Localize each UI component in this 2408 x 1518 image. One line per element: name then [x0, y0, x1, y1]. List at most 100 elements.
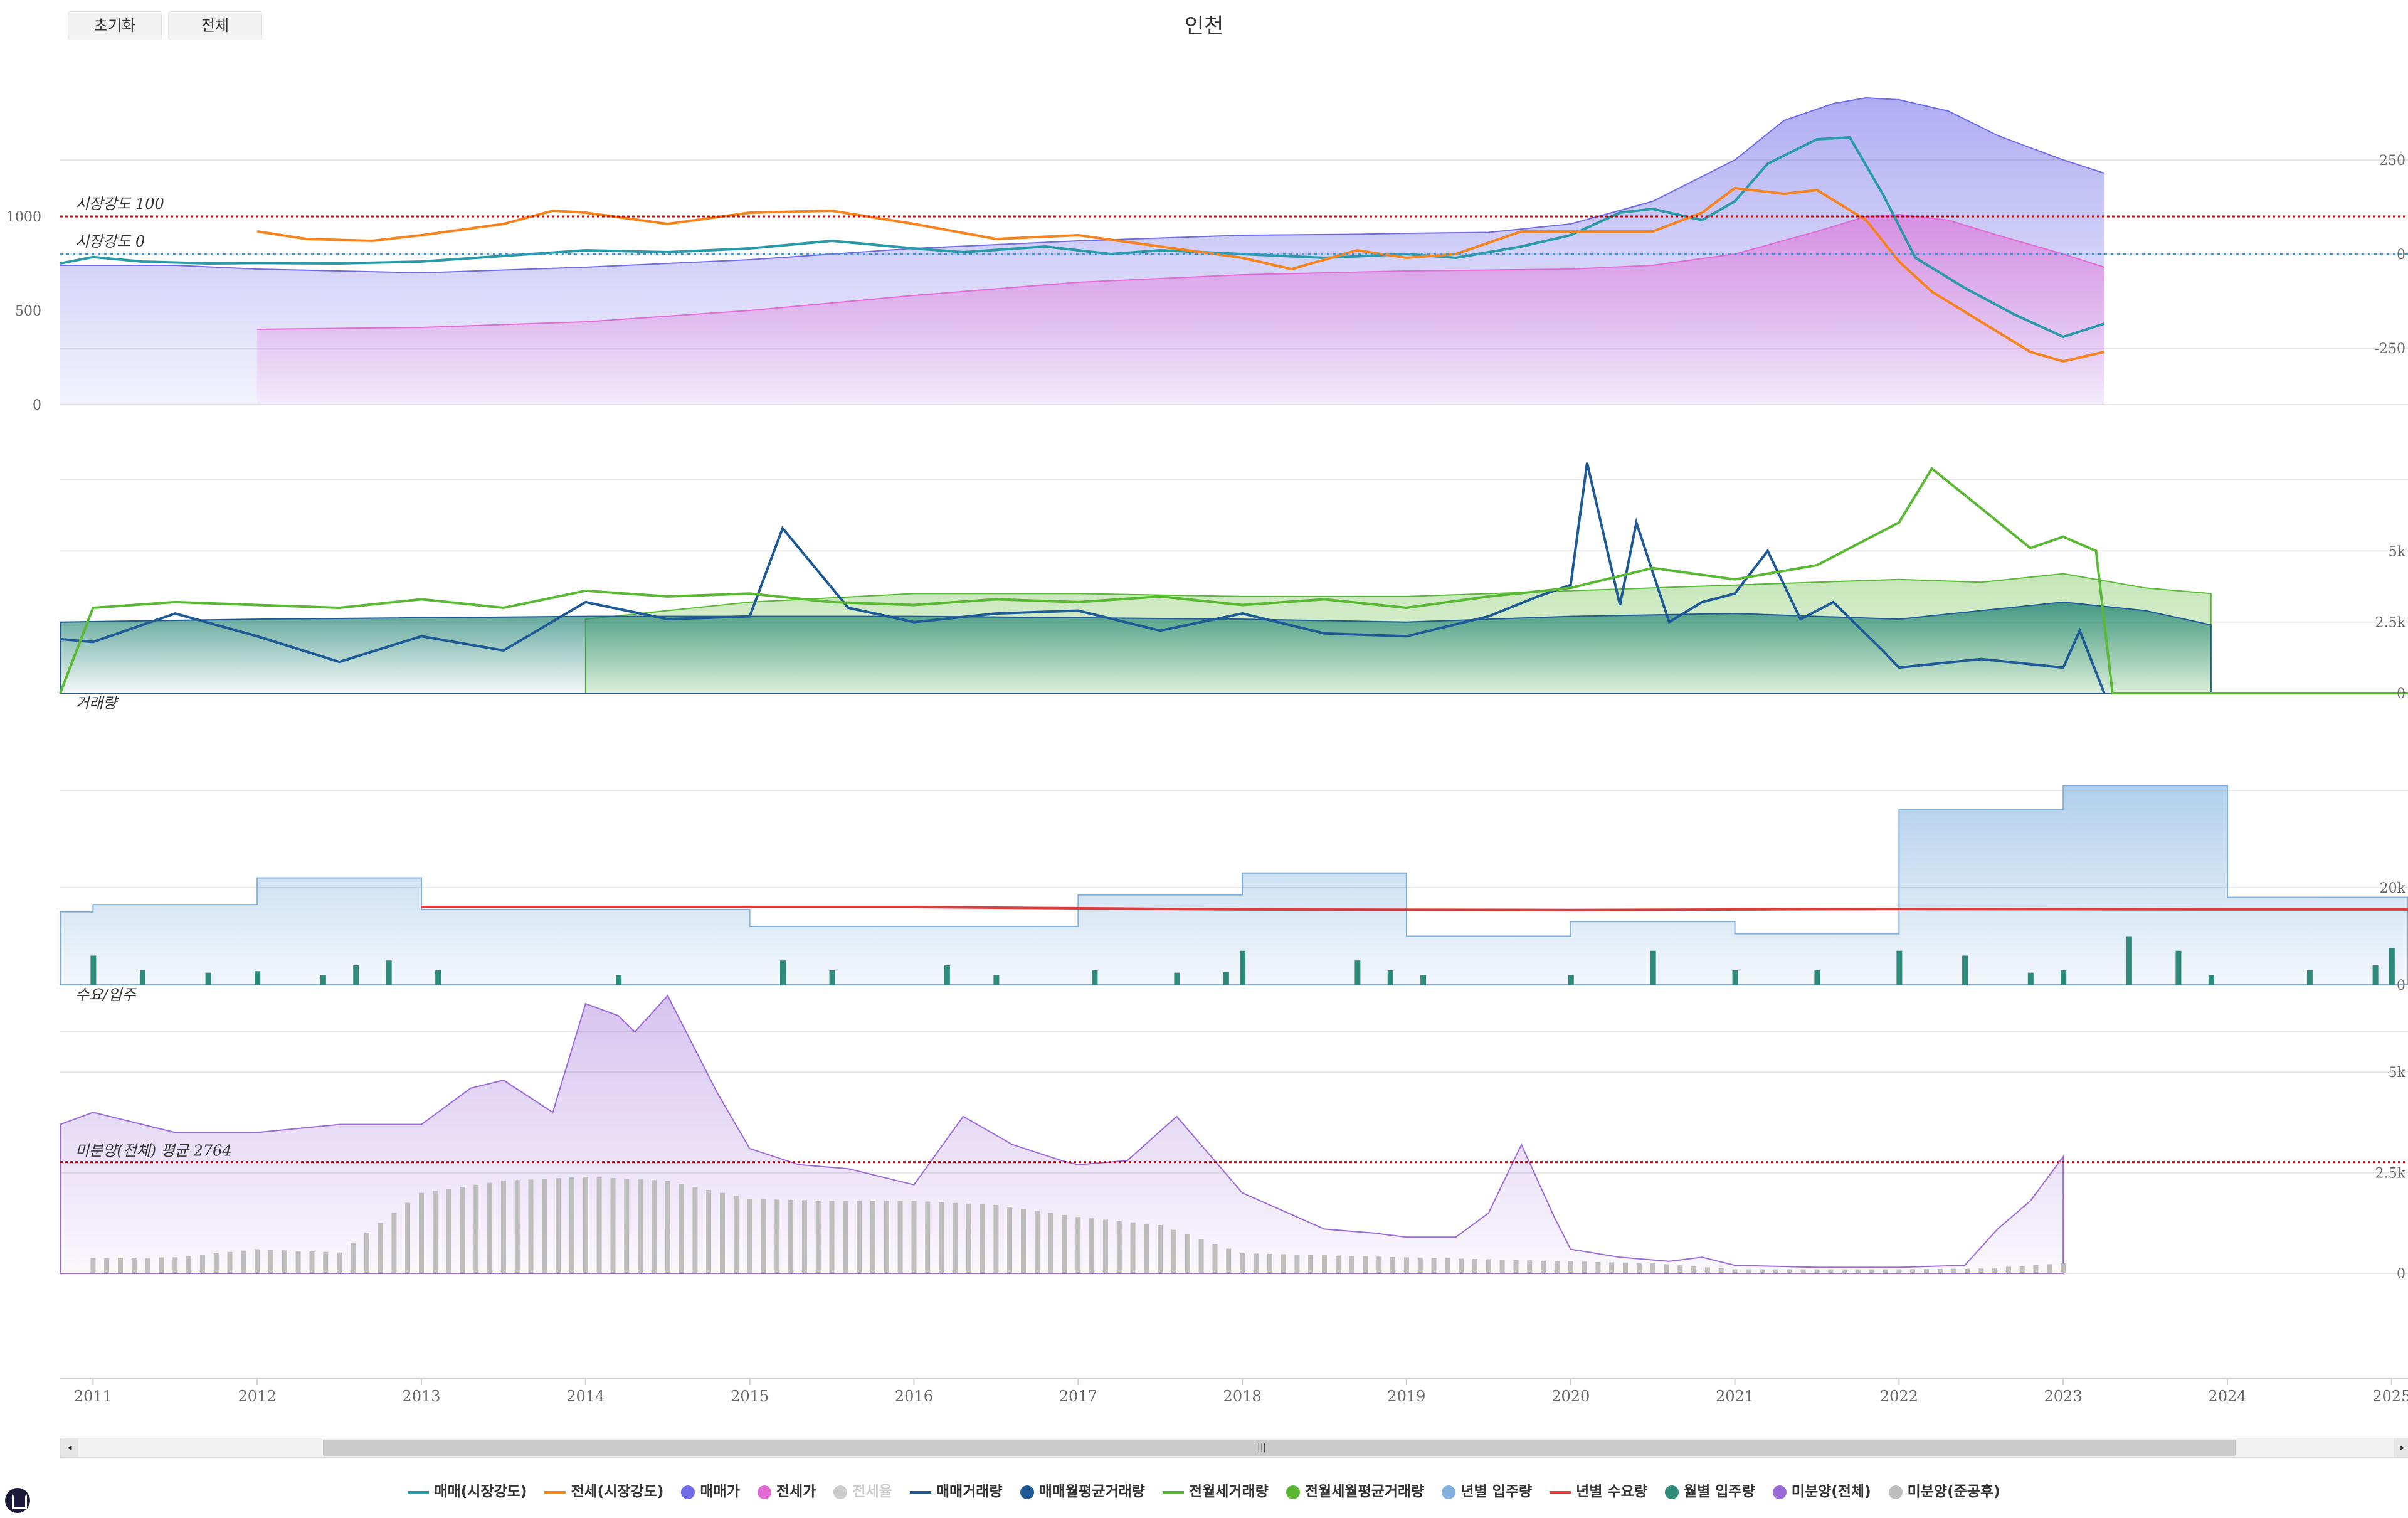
unsold-completed-bar — [419, 1192, 424, 1273]
unsold-completed-bar — [1513, 1260, 1519, 1273]
scroll-left-button[interactable]: ◂ — [61, 1438, 78, 1457]
legend-item[interactable]: 년별 입주량 — [1442, 1479, 1532, 1500]
legend-item[interactable]: 매매(시장강도) — [408, 1479, 527, 1500]
unsold-completed-bar — [1335, 1255, 1341, 1273]
legend-item[interactable]: 전월세거래량 — [1162, 1479, 1269, 1500]
unsold-completed-bar — [665, 1181, 670, 1273]
scroll-right-button[interactable]: ▸ — [2394, 1438, 2408, 1457]
unsold-completed-bar — [323, 1251, 329, 1273]
panel3-axis-tick: 20k — [2380, 881, 2406, 896]
unsold-completed-bar — [1267, 1253, 1272, 1273]
unsold-completed-bar — [939, 1202, 944, 1273]
chart-title: 인천 — [1184, 14, 1224, 39]
unsold-completed-bar — [227, 1251, 233, 1273]
unsold-completed-bar — [706, 1189, 712, 1273]
monthly-supply-bar — [2061, 970, 2067, 985]
unsold-completed-bar — [980, 1204, 985, 1273]
unsold-completed-bar — [829, 1201, 835, 1273]
range-scrollbar[interactable]: ◂ ||| ▸ — [60, 1438, 2408, 1458]
unsold-completed-bar — [118, 1258, 123, 1273]
legend-dot-icon — [833, 1485, 848, 1499]
unsold-completed-bar — [1677, 1265, 1683, 1273]
legend-item-label: 미분양(준공후) — [1907, 1484, 2000, 1500]
monthly-supply-bar — [1732, 970, 1738, 985]
x-axis-tick-label: 2013 — [402, 1388, 440, 1405]
unsold-completed-bar — [1718, 1268, 1724, 1273]
legend-item-label: 전세가 — [776, 1484, 816, 1500]
unsold-completed-bar — [1198, 1239, 1204, 1273]
unsold-completed-bar — [1281, 1254, 1286, 1273]
unsold-completed-bar — [1828, 1269, 1834, 1273]
monthly-supply-bar — [1092, 970, 1098, 985]
all-button[interactable]: 전체 — [168, 11, 262, 40]
unsold-completed-bar — [1595, 1261, 1601, 1273]
monthly-supply-bar — [993, 975, 1000, 985]
legend-dot-icon — [757, 1485, 771, 1499]
panel3-label: 수요/입주 — [75, 986, 137, 1004]
legend-item[interactable]: 전세(시장강도) — [544, 1479, 663, 1500]
legend-line-icon — [408, 1490, 430, 1494]
x-axis-tick-label: 2019 — [1387, 1388, 1425, 1405]
ref-label-100: 시장강도 100 — [75, 195, 164, 213]
panel2-axis-tick: 0 — [2397, 686, 2405, 702]
legend-item[interactable]: 월별 입주량 — [1664, 1479, 1755, 1500]
legend-item[interactable]: 매매거래량 — [909, 1479, 1003, 1500]
monthly-supply-bar — [90, 955, 97, 985]
unsold-completed-bar — [1363, 1256, 1368, 1273]
legend-dot-icon — [1664, 1485, 1679, 1499]
right-axis-tick: 250 — [2379, 153, 2405, 169]
unsold-completed-bar — [241, 1250, 246, 1273]
unsold-completed-bar — [1185, 1234, 1190, 1273]
legend-item-label: 년별 입주량 — [1460, 1484, 1533, 1500]
unsold-completed-bar — [1486, 1259, 1491, 1273]
unsold-completed-bar — [460, 1187, 465, 1273]
panel3-axis-tick: 0 — [2397, 978, 2405, 994]
unsold-completed-bar — [1158, 1225, 1163, 1273]
home-logo-icon[interactable] — [5, 1488, 30, 1513]
unsold-completed-bar — [843, 1201, 848, 1273]
unsold-completed-bar — [1800, 1269, 1806, 1273]
unsold-completed-bar — [801, 1200, 807, 1273]
reset-button[interactable]: 초기화 — [68, 11, 162, 40]
unsold-completed-bar — [583, 1177, 588, 1273]
legend-item[interactable]: 전월세월평균거래량 — [1286, 1479, 1424, 1500]
legend-item[interactable]: 미분양(준공후) — [1888, 1479, 2000, 1500]
panel4-axis-tick: 5k — [2389, 1065, 2406, 1081]
unsold-completed-bar — [1102, 1219, 1108, 1273]
unsold-completed-bar — [1034, 1211, 1040, 1273]
legend-item[interactable]: 매매가 — [681, 1479, 740, 1500]
legend-item-label: 매매거래량 — [936, 1484, 1003, 1500]
legend-item[interactable]: 전세율 — [833, 1479, 892, 1500]
unsold-completed-bar — [1732, 1269, 1738, 1273]
unsold-completed-bar — [1636, 1263, 1642, 1273]
unsold-completed-bar — [1308, 1255, 1314, 1273]
monthly-supply-bar — [1962, 955, 1968, 985]
monthly-supply-bar — [1650, 950, 1656, 985]
left-axis-tick: 1000 — [6, 210, 41, 225]
monthly-supply-bar — [2306, 970, 2313, 985]
monthly-supply-bar — [386, 960, 392, 985]
unsold-completed-bar — [857, 1201, 862, 1273]
legend-item[interactable]: 전세가 — [757, 1479, 816, 1500]
legend-item[interactable]: 년별 수요량 — [1550, 1479, 1647, 1500]
monthly-supply-bar — [320, 975, 326, 985]
unsold-completed-bar — [952, 1202, 958, 1273]
unsold-completed-bar — [679, 1184, 684, 1273]
panel4-axis-tick: 0 — [2397, 1266, 2405, 1282]
monthly-supply-bar — [944, 965, 950, 985]
legend-item[interactable]: 미분양(전체) — [1772, 1479, 1871, 1500]
legend-item[interactable]: 매매월평균거래량 — [1020, 1479, 1145, 1500]
legend-dot-icon — [681, 1485, 695, 1499]
unsold-completed-bar — [1253, 1253, 1259, 1273]
unsold-completed-bar — [1951, 1268, 1956, 1273]
unsold-completed-bar — [514, 1180, 520, 1273]
unsold-completed-bar — [90, 1258, 96, 1273]
scroll-thumb[interactable]: ||| — [323, 1440, 2236, 1456]
left-axis-tick: 500 — [15, 304, 41, 319]
rent-volume-line — [59, 466, 2408, 694]
unsold-completed-bar — [378, 1223, 383, 1273]
demand-line — [421, 906, 2408, 911]
unsold-completed-bar — [1924, 1269, 1929, 1273]
unsold-completed-bar — [610, 1178, 616, 1273]
unsold-completed-bar — [638, 1179, 643, 1273]
